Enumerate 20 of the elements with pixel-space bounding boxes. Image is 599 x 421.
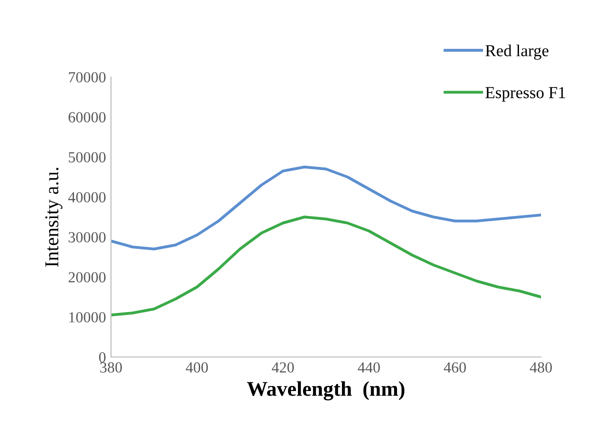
y-tick-label: 70000: [68, 72, 106, 82]
line-series: [111, 216, 541, 316]
x-axis-title: Wavelength (nm): [247, 381, 404, 400]
x-tick-label: 460: [444, 362, 466, 373]
y-tick-label: 20000: [68, 272, 106, 282]
x-tick-label: 440: [358, 362, 380, 373]
x-tick-label: 400: [186, 362, 208, 373]
y-tick-label: 30000: [68, 232, 106, 242]
y-tick-label: 50000: [68, 152, 106, 162]
line-series: [111, 166, 541, 250]
y-tick-label: 10000: [69, 312, 106, 322]
legend-label: Red large: [485, 44, 548, 60]
x-tick-label: 380: [100, 362, 122, 373]
x-tick-label: 420: [272, 362, 294, 373]
legend-label: Espresso F1: [485, 87, 566, 102]
y-axis-title: Intensity a.u.: [45, 168, 62, 267]
x-tick-label: 480: [530, 362, 552, 373]
y-tick-label: 0: [99, 352, 106, 362]
y-tick-label: 40000: [68, 192, 106, 202]
y-tick-label: 60000: [68, 112, 106, 122]
